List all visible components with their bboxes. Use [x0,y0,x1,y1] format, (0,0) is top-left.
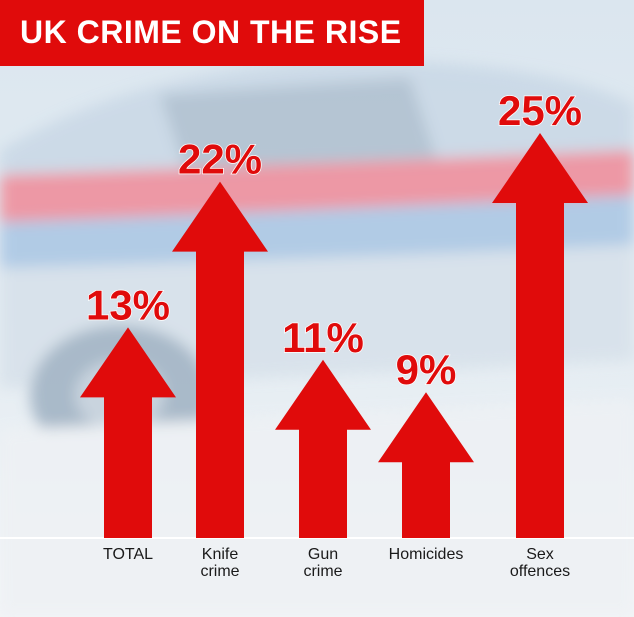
arrow-bar-sex-offences [492,133,588,538]
tick-label-knife-crime: Knife crime [200,546,240,580]
tick-label-sex-offences: Sex offences [509,546,571,580]
title-banner: UK CRIME ON THE RISE [0,0,424,66]
arrow-bar-knife-crime [172,181,268,538]
data-label-knife-crime: 22% [178,136,262,183]
data-label-gun-crime: 11% [282,314,364,361]
tick-label-gun-crime: Gun crime [303,546,343,580]
data-label-homicides: 9% [396,346,457,393]
chart-title: UK CRIME ON THE RISE [20,14,402,50]
data-label-total: 13% [86,281,170,328]
tick-label-homicides: Homicides [388,546,464,563]
data-label-sex-offences: 25% [498,87,582,134]
arrow-bar-gun-crime [275,359,371,538]
arrow-bar-total [80,327,176,538]
arrow-bar-homicides [378,392,474,538]
tick-label-total: TOTAL [102,546,154,563]
